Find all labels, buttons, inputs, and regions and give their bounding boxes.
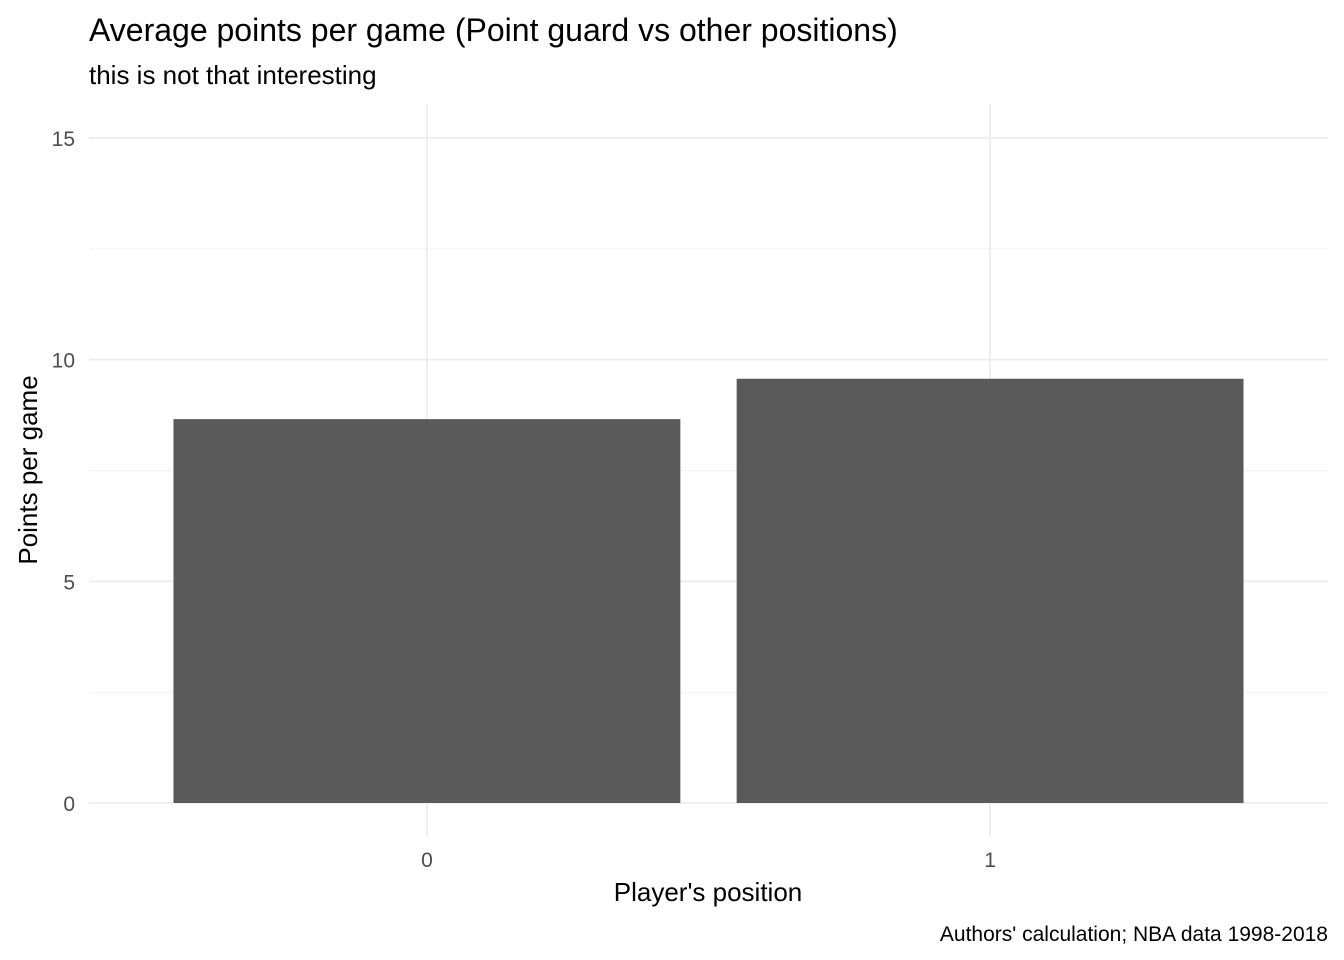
x-axis-title: Player's position: [614, 877, 803, 907]
y-tick-label: 5: [63, 571, 75, 594]
x-tick-label: 1: [984, 849, 996, 872]
bars-layer: [173, 378, 1244, 803]
y-tick-label: 10: [52, 350, 75, 373]
y-axis-title: Points per game: [13, 375, 43, 564]
bar-1: [736, 378, 1244, 803]
tick-labels-layer: 0 5 10 15 0 1: [52, 128, 996, 872]
y-tick-label: 0: [63, 793, 75, 816]
chart-subtitle: this is not that interesting: [89, 60, 377, 90]
x-tick-label: 0: [421, 849, 433, 872]
chart-title: Average points per game (Point guard vs …: [89, 12, 898, 48]
chart-caption: Authors' calculation; NBA data 1998-2018: [940, 923, 1328, 946]
y-tick-label: 15: [52, 128, 75, 151]
bar-0: [173, 419, 681, 803]
